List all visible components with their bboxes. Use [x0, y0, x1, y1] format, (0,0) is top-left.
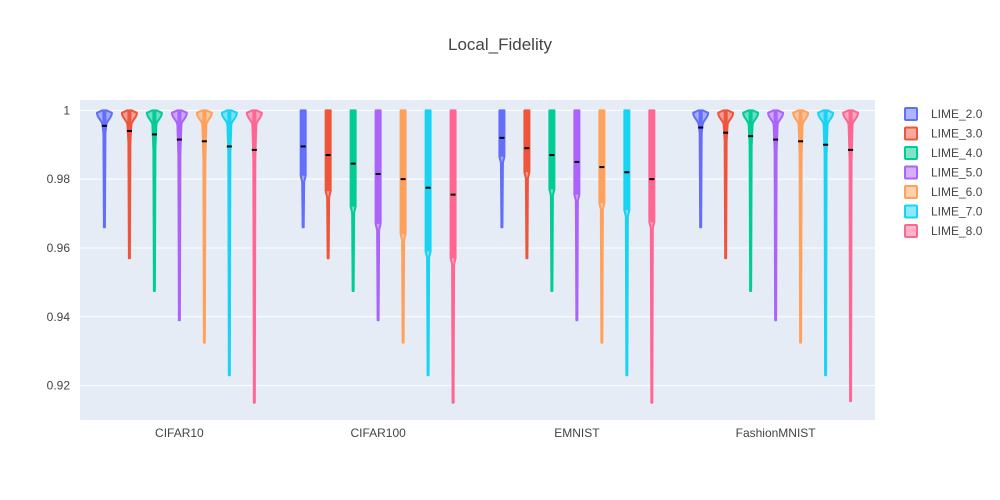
- legend-swatch: [904, 165, 918, 180]
- violin-box: [823, 110, 828, 154]
- y-tick-label: 0.92: [47, 379, 71, 393]
- chart-title: Local_Fidelity: [448, 35, 552, 54]
- violin-box: [798, 110, 803, 154]
- violin-box: [773, 110, 778, 150]
- violin-box: [451, 110, 456, 259]
- violin-box: [127, 110, 132, 142]
- violin-box: [152, 110, 157, 149]
- legend: LIME_2.0 LIME_3.0 LIME_4.0 LIME_5.0 LIME_6.0…: [904, 107, 983, 238]
- legend-swatch: [904, 107, 918, 121]
- series-LIME_8.0: [245, 109, 860, 404]
- legend-item[interactable]: LIME_4.0: [904, 146, 983, 160]
- legend-item[interactable]: LIME_6.0: [904, 185, 983, 199]
- series-LIME_6.0: [195, 109, 810, 344]
- violin-box: [524, 110, 529, 173]
- violin-box: [102, 110, 107, 133]
- violin: [742, 109, 760, 292]
- x-tick-label: EMNIST: [554, 426, 600, 440]
- violin: [792, 109, 810, 344]
- legend-swatch: [904, 224, 918, 238]
- violin-box: [401, 110, 406, 235]
- legend-swatch: [904, 126, 918, 141]
- series-LIME_3.0: [120, 109, 735, 260]
- legend-label: LIME_3.0: [931, 127, 983, 141]
- violin-box: [426, 110, 431, 252]
- x-tick-label: CIFAR100: [350, 426, 406, 440]
- violin-box: [649, 110, 654, 223]
- y-tick-label: 0.94: [47, 310, 71, 324]
- violin-box: [549, 110, 554, 190]
- series-LIME_7.0: [220, 109, 835, 377]
- legend-label: LIME_8.0: [931, 224, 983, 238]
- gridlines: [80, 109, 875, 387]
- violin-box: [574, 110, 579, 195]
- violin-box: [599, 110, 604, 204]
- violin: [717, 109, 735, 260]
- legend-label: LIME_7.0: [931, 205, 983, 219]
- violin-box: [748, 110, 753, 145]
- legend-swatch: [904, 185, 918, 199]
- violin-box: [227, 110, 232, 152]
- violin-box: [698, 110, 703, 133]
- legend-label: LIME_2.0: [931, 107, 983, 121]
- legend-item[interactable]: LIME_8.0: [904, 224, 983, 238]
- y-tick-label: 1: [63, 103, 70, 117]
- legend-swatch: [904, 146, 918, 160]
- violin: [842, 109, 860, 403]
- legend-item[interactable]: LIME_5.0: [904, 165, 983, 180]
- violin: [245, 109, 263, 404]
- violin: [170, 109, 188, 322]
- violin-box: [848, 110, 853, 159]
- violin: [195, 109, 213, 344]
- violin-box: [326, 110, 331, 192]
- x-axis: CIFAR10 CIFAR100 EMNIST FashionMNIST: [155, 426, 816, 440]
- y-tick-label: 0.98: [47, 172, 71, 186]
- series-LIME_4.0: [145, 109, 760, 292]
- y-tick-label: 0.96: [47, 241, 71, 255]
- violin-box: [723, 110, 728, 140]
- violin-box: [499, 110, 504, 157]
- legend-label: LIME_6.0: [931, 185, 983, 199]
- series-LIME_5.0: [170, 109, 785, 322]
- violin-box: [624, 110, 629, 211]
- violin: [220, 109, 238, 377]
- violin: [767, 109, 785, 322]
- violin-box: [202, 110, 207, 157]
- violin: [692, 109, 710, 229]
- legend-item[interactable]: LIME_7.0: [904, 204, 983, 219]
- series-LIME_2.0: [95, 109, 710, 229]
- legend-item[interactable]: LIME_2.0: [904, 107, 983, 121]
- violin-box: [252, 110, 257, 157]
- legend-label: LIME_4.0: [931, 146, 983, 160]
- violin-box: [376, 110, 381, 224]
- legend-item[interactable]: LIME_3.0: [904, 126, 983, 141]
- violin-box: [351, 110, 356, 207]
- y-axis: 0.92 0.94 0.96 0.98 1: [47, 103, 71, 392]
- x-tick-label: CIFAR10: [155, 426, 204, 440]
- violin-box: [177, 110, 182, 154]
- x-tick-label: FashionMNIST: [736, 426, 817, 440]
- violin: [145, 109, 163, 292]
- violins: [95, 109, 860, 404]
- violin: [120, 109, 138, 260]
- violin-box: [301, 110, 306, 176]
- legend-swatch: [904, 204, 918, 219]
- plot-background: [80, 100, 875, 420]
- legend-label: LIME_5.0: [931, 166, 983, 180]
- violin: [95, 109, 113, 229]
- violin: [817, 109, 835, 377]
